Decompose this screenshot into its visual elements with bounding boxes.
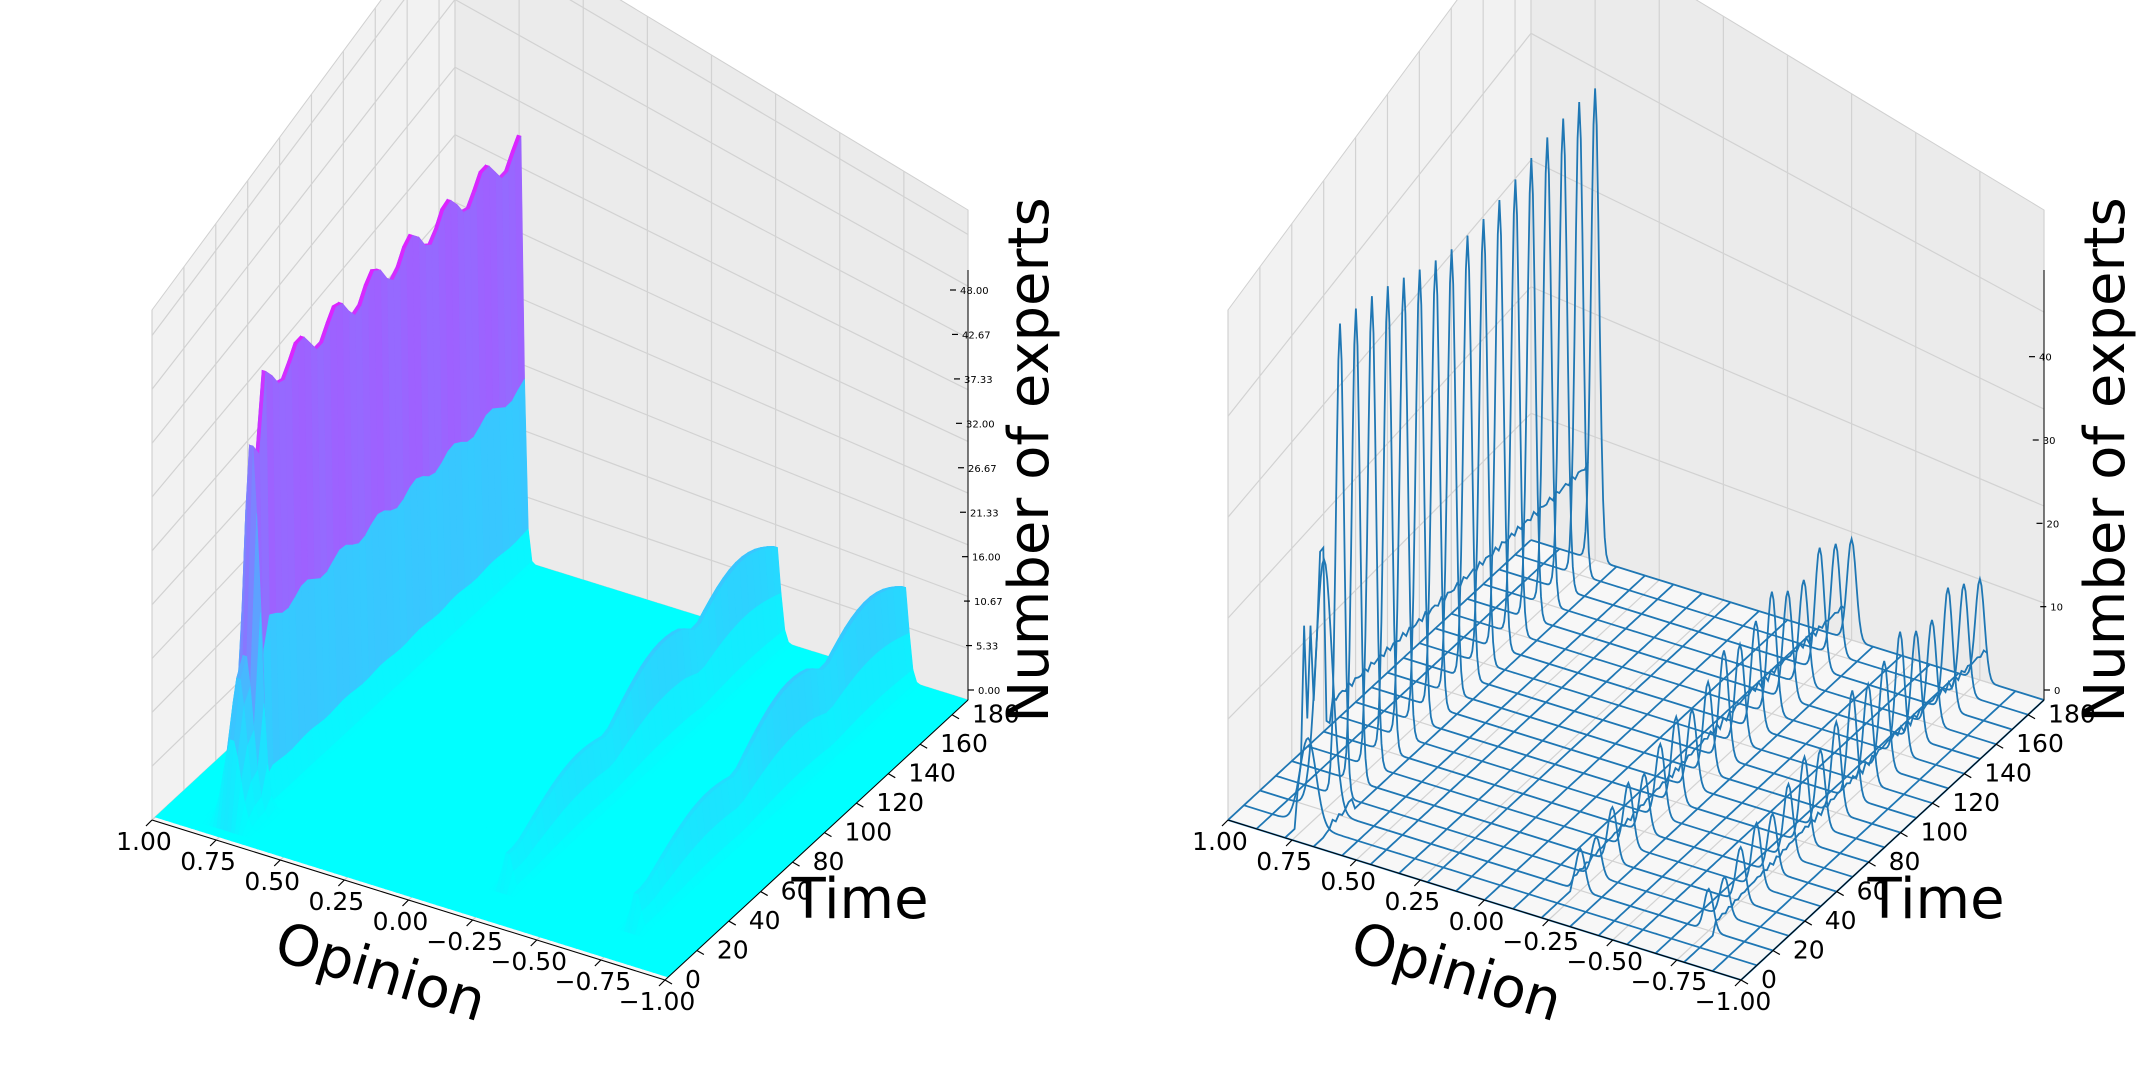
grid-line [151, 66, 969, 444]
surface-mesh [154, 134, 969, 978]
grid-line [151, 201, 969, 552]
surface-plot: 1.000.750.500.250.00−0.25−0.50−0.75−1.00… [116, 0, 1062, 1035]
grid-line [151, 133, 969, 498]
grid-line [151, 0, 969, 336]
grid-line [151, 0, 969, 390]
